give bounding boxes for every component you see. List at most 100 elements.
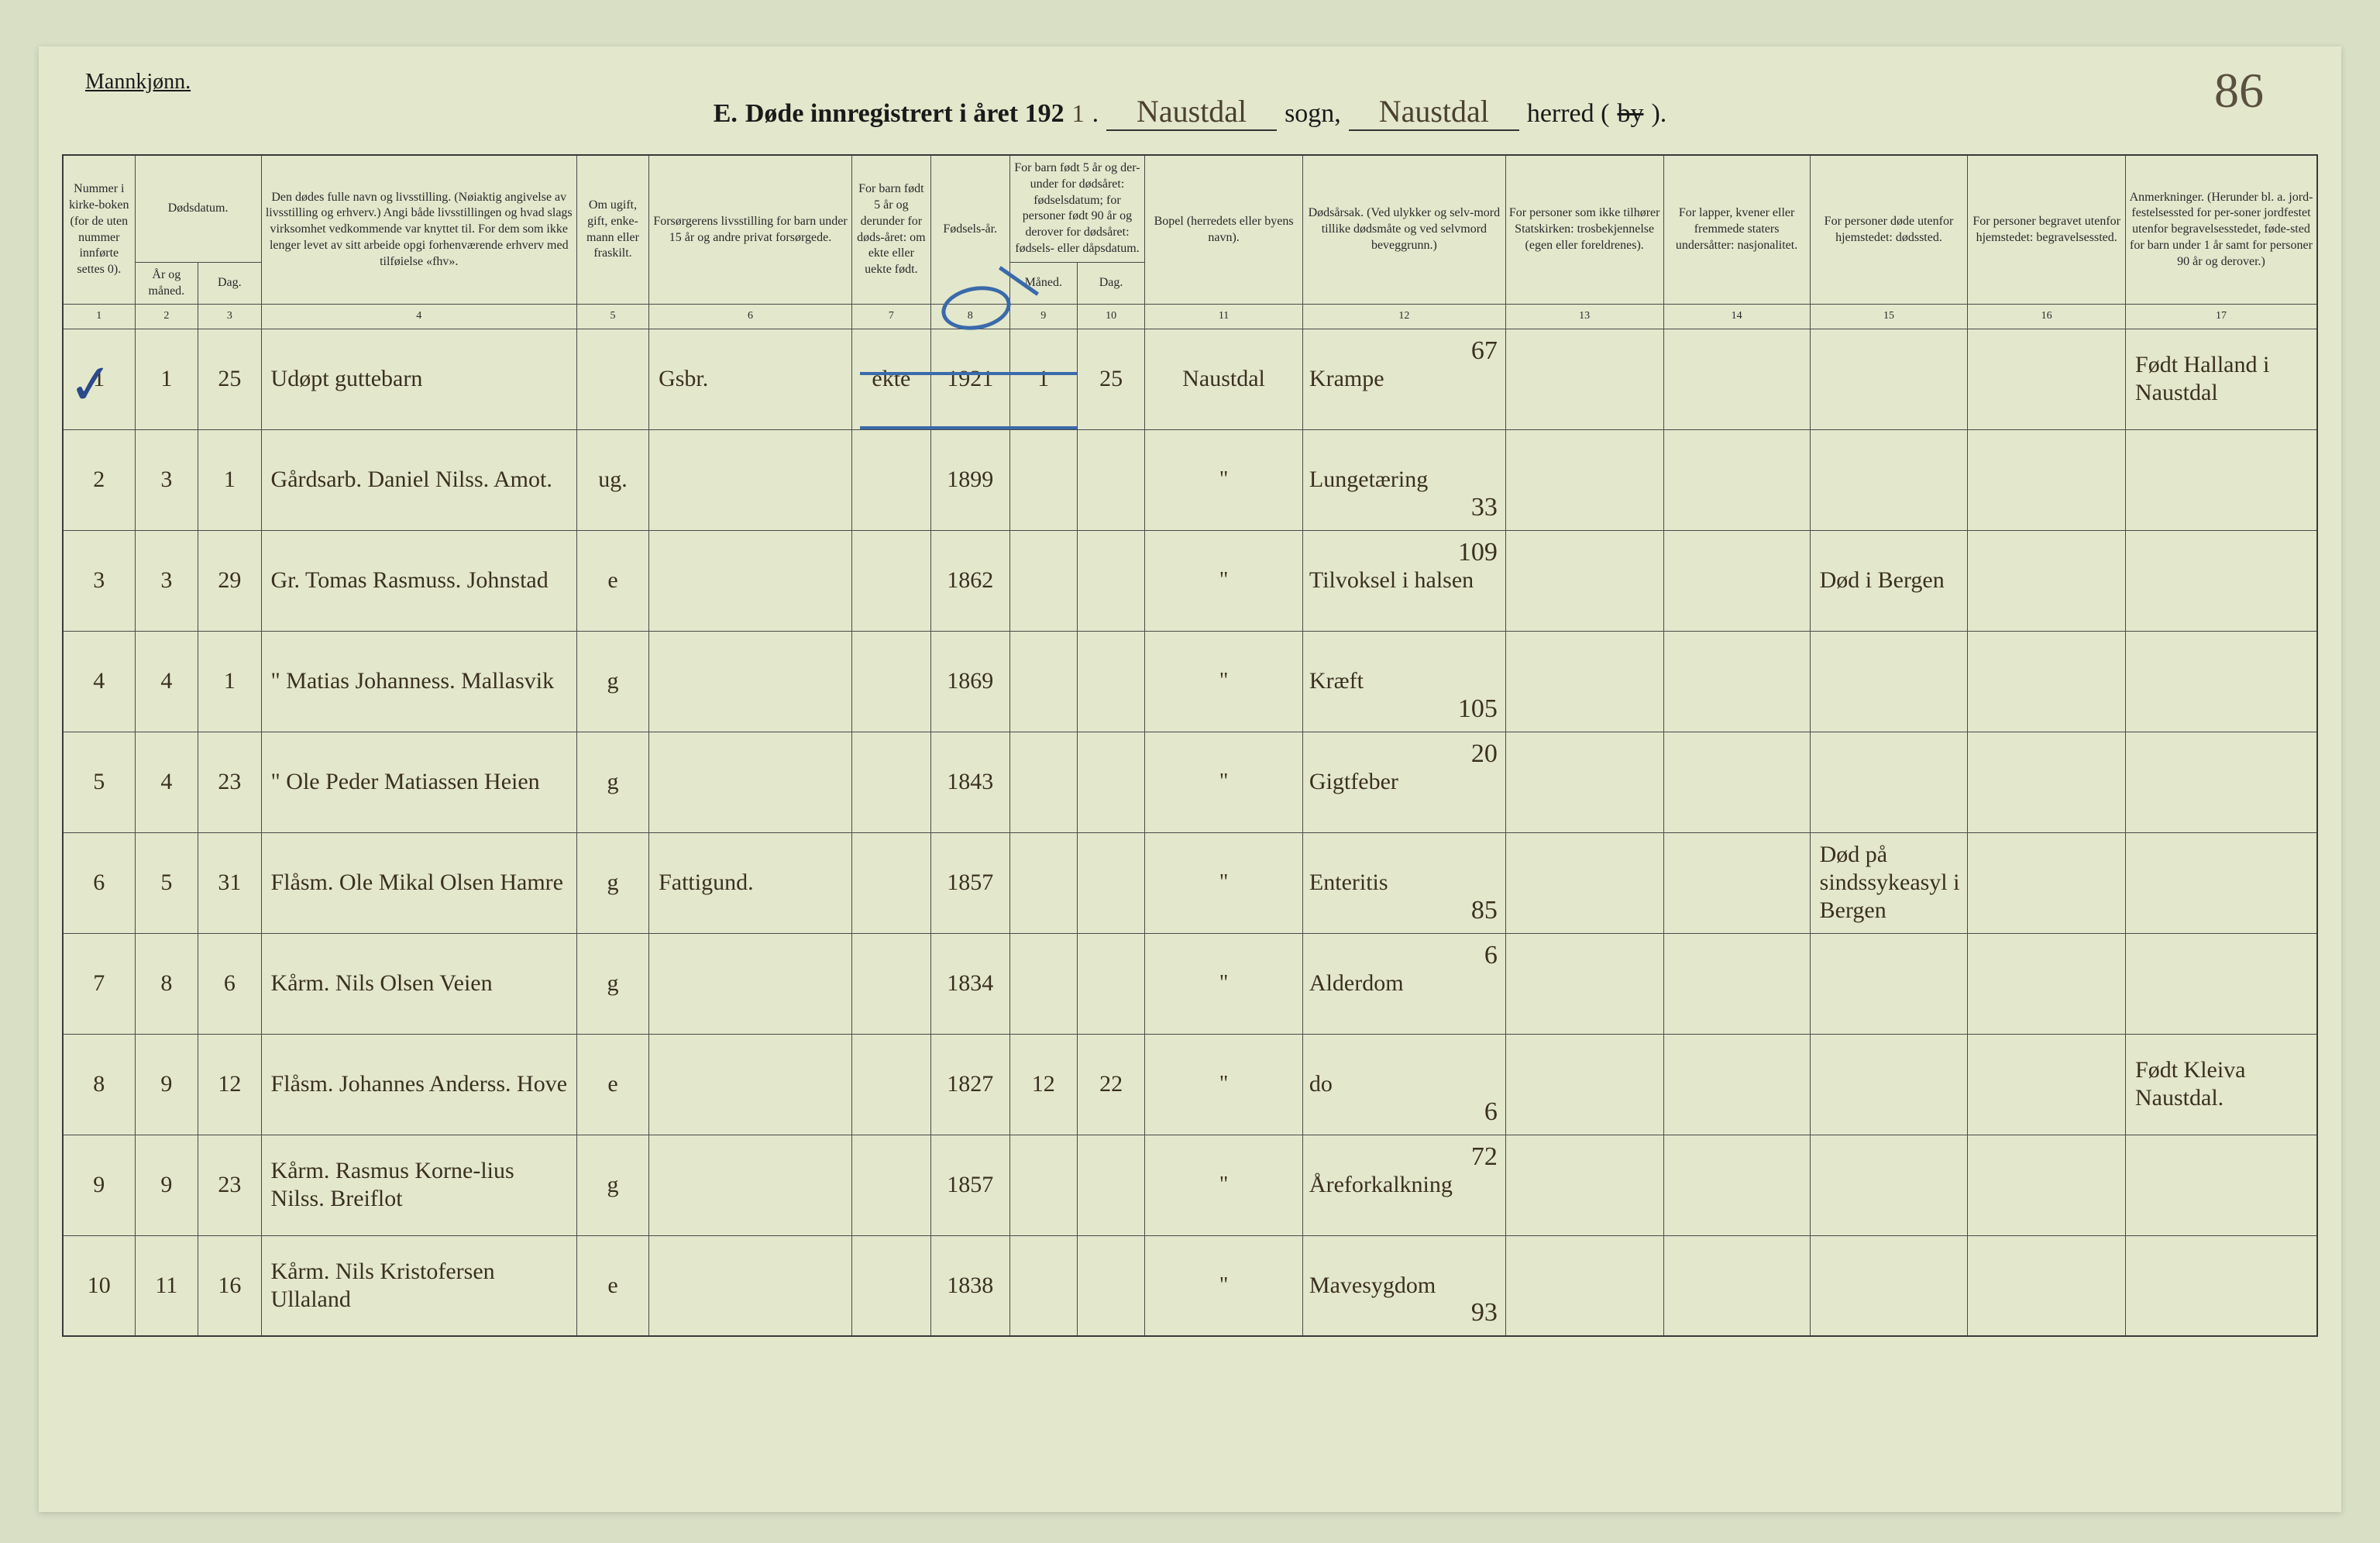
cell-year-month: 8 bbox=[135, 933, 198, 1034]
cell-c14 bbox=[1663, 732, 1810, 832]
page-number: 86 bbox=[2214, 62, 2264, 119]
cell-name: Flåsm. Johannes Anderss. Hove bbox=[261, 1034, 576, 1135]
cell-c15 bbox=[1810, 732, 1968, 832]
cell-ekte bbox=[851, 631, 930, 732]
cell-day: 1 bbox=[198, 429, 261, 530]
cell-birth-year: 1899 bbox=[930, 429, 1009, 530]
cell-c14 bbox=[1663, 429, 1810, 530]
col-2-3-group: Dødsdatum. bbox=[135, 155, 261, 262]
cell-name: " Ole Peder Matiassen Heien bbox=[261, 732, 576, 832]
cell-c17: Født Halland i Naustdal bbox=[2126, 329, 2317, 429]
column-number: 9 bbox=[1009, 305, 1077, 329]
cell-day: 12 bbox=[198, 1034, 261, 1135]
column-number: 2 bbox=[135, 305, 198, 329]
cell-birth-year: 1857 bbox=[930, 832, 1009, 933]
cell-c15 bbox=[1810, 1135, 1968, 1235]
cell-num: 9 bbox=[63, 1135, 135, 1235]
cell-marital: ug. bbox=[576, 429, 648, 530]
cell-birth-month bbox=[1009, 530, 1077, 631]
cell-birth-month: 1 bbox=[1009, 329, 1077, 429]
cell-cause: Tilvoksel i halsen109 bbox=[1302, 530, 1505, 631]
cell-provider bbox=[649, 530, 852, 631]
cell-c14 bbox=[1663, 329, 1810, 429]
cell-marital: g bbox=[576, 1135, 648, 1235]
cell-c16 bbox=[1968, 1135, 2126, 1235]
header-year: 1 bbox=[1072, 99, 1085, 128]
column-number: 15 bbox=[1810, 305, 1968, 329]
cell-cause: Alderdom6 bbox=[1302, 933, 1505, 1034]
cell-birth-month bbox=[1009, 933, 1077, 1034]
cell-c13 bbox=[1505, 1034, 1663, 1135]
cell-num: 8 bbox=[63, 1034, 135, 1135]
cell-name: Udøpt guttebarn bbox=[261, 329, 576, 429]
cell-bopel: Naustdal bbox=[1145, 329, 1303, 429]
cell-birth-year: 1843 bbox=[930, 732, 1009, 832]
cell-name: Kårm. Nils Kristofersen Ullaland bbox=[261, 1235, 576, 1336]
cell-c13 bbox=[1505, 329, 1663, 429]
cell-birth-day: 25 bbox=[1077, 329, 1144, 429]
checkmark-icon: ✓ bbox=[66, 351, 117, 418]
cell-year-month: 3 bbox=[135, 429, 198, 530]
herred-label-pre: herred ( bbox=[1527, 99, 1610, 129]
cell-ekte bbox=[851, 832, 930, 933]
cell-birth-day bbox=[1077, 429, 1144, 530]
cell-c16 bbox=[1968, 1235, 2126, 1336]
col-11-header: Bopel (herredets eller byens navn). bbox=[1145, 155, 1303, 305]
cell-ekte bbox=[851, 933, 930, 1034]
cell-bopel: " bbox=[1145, 429, 1303, 530]
col-5-header: Om ugift, gift, enke-mann eller fraskilt… bbox=[576, 155, 648, 305]
column-number: 10 bbox=[1077, 305, 1144, 329]
col-6-header: Forsørgerens livsstilling for barn under… bbox=[649, 155, 852, 305]
cell-c15 bbox=[1810, 429, 1968, 530]
table-body: 1125Udøpt guttebarnGsbr.ekte1921125Naust… bbox=[63, 329, 2317, 1336]
cell-c17: Født Kleiva Naustdal. bbox=[2126, 1034, 2317, 1135]
cell-c14 bbox=[1663, 1135, 1810, 1235]
cell-c17 bbox=[2126, 1235, 2317, 1336]
cell-c17 bbox=[2126, 732, 2317, 832]
table-head: Nummer i kirke-boken (for de uten nummer… bbox=[63, 155, 2317, 329]
table-row: 9923Kårm. Rasmus Korne-lius Nilss. Breif… bbox=[63, 1135, 2317, 1235]
cell-provider bbox=[649, 1034, 852, 1135]
cell-c14 bbox=[1663, 933, 1810, 1034]
table-row: 441" Matias Johanness. Mallasvikg1869"Kr… bbox=[63, 631, 2317, 732]
cell-c17 bbox=[2126, 631, 2317, 732]
cell-marital: g bbox=[576, 832, 648, 933]
cell-birth-year: 1838 bbox=[930, 1235, 1009, 1336]
col-3-header: Dag. bbox=[198, 262, 261, 305]
cell-year-month: 1 bbox=[135, 329, 198, 429]
col-8-header: Fødsels-år. bbox=[930, 155, 1009, 305]
cell-year-month: 4 bbox=[135, 631, 198, 732]
column-number: 3 bbox=[198, 305, 261, 329]
table-row: 1125Udøpt guttebarnGsbr.ekte1921125Naust… bbox=[63, 329, 2317, 429]
herred-label-post: ). bbox=[1651, 99, 1666, 129]
table-row: 3329Gr. Tomas Rasmuss. Johnstade1862"Til… bbox=[63, 530, 2317, 631]
cell-marital: e bbox=[576, 1034, 648, 1135]
table-row: 786Kårm. Nils Olsen Veieng1834"Alderdom6 bbox=[63, 933, 2317, 1034]
cell-birth-day bbox=[1077, 631, 1144, 732]
cell-provider bbox=[649, 1135, 852, 1235]
cell-cause: do6 bbox=[1302, 1034, 1505, 1135]
cell-day: 23 bbox=[198, 1135, 261, 1235]
cell-c16 bbox=[1968, 933, 2126, 1034]
cell-ekte bbox=[851, 1135, 930, 1235]
cell-c17 bbox=[2126, 832, 2317, 933]
cell-ekte bbox=[851, 429, 930, 530]
column-number: 11 bbox=[1145, 305, 1303, 329]
col-10-header: Dag. bbox=[1077, 262, 1144, 305]
cell-c16 bbox=[1968, 429, 2126, 530]
cell-day: 31 bbox=[198, 832, 261, 933]
col-13-header: For personer som ikke tilhører Statskirk… bbox=[1505, 155, 1663, 305]
cell-marital: g bbox=[576, 631, 648, 732]
cell-bopel: " bbox=[1145, 832, 1303, 933]
cell-cause: Kræft105 bbox=[1302, 631, 1505, 732]
cell-num: 3 bbox=[63, 530, 135, 631]
cell-cause: Enteritis85 bbox=[1302, 832, 1505, 933]
cell-c13 bbox=[1505, 530, 1663, 631]
cell-name: Gårdsarb. Daniel Nilss. Amot. bbox=[261, 429, 576, 530]
header-prefix: E. bbox=[714, 99, 738, 129]
gender-label: Mannkjønn. bbox=[85, 70, 191, 95]
table-row: 6531Flåsm. Ole Mikal Olsen HamregFattigu… bbox=[63, 832, 2317, 933]
cell-c16 bbox=[1968, 530, 2126, 631]
sogn-value: Naustdal bbox=[1106, 93, 1277, 131]
cell-year-month: 4 bbox=[135, 732, 198, 832]
